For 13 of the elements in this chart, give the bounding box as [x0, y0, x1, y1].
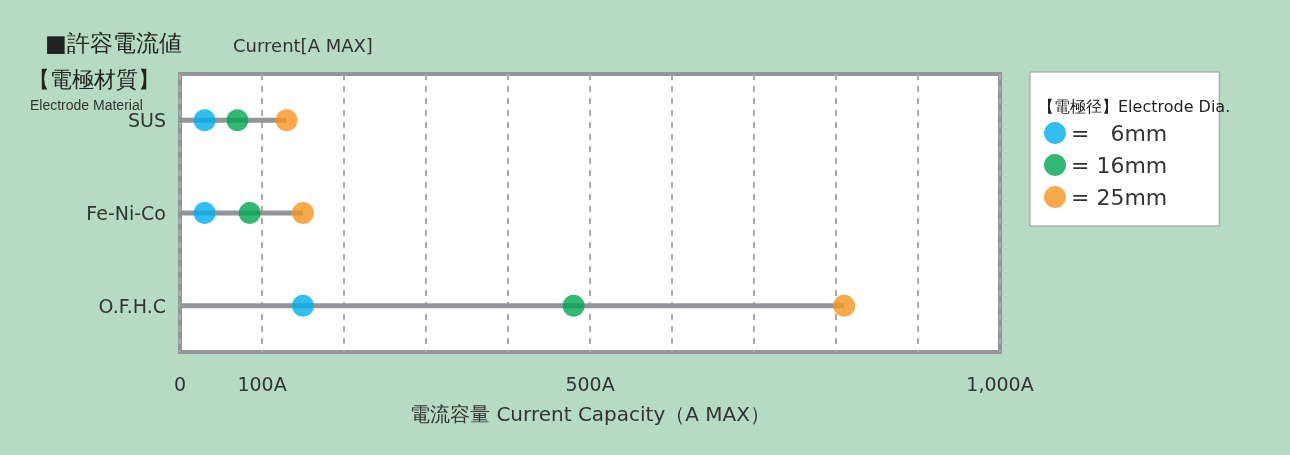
x-tick-label: 0 [173, 372, 187, 395]
legend-label: = 16mm [1071, 152, 1168, 178]
legend-title: 【電極径】Electrode Dia. [1038, 96, 1231, 116]
legend-label: = 25mm [1071, 184, 1168, 210]
x-tick-label: 1,000A [966, 372, 1034, 395]
x-axis-title: 電流容量 Current Capacity（A MAX） [410, 402, 770, 426]
legend-label: = 6mm [1071, 120, 1168, 146]
x-tick-label: 500A [565, 372, 615, 395]
y-tick-label: Fe-Ni-Co [86, 202, 166, 224]
chart-title: ■許容電流値 [45, 29, 182, 56]
x-tick-label: 100A [237, 372, 287, 395]
chart-subtitle: Current[A MAX] [233, 34, 373, 56]
y-tick-label: O.F.H.C [98, 294, 166, 317]
